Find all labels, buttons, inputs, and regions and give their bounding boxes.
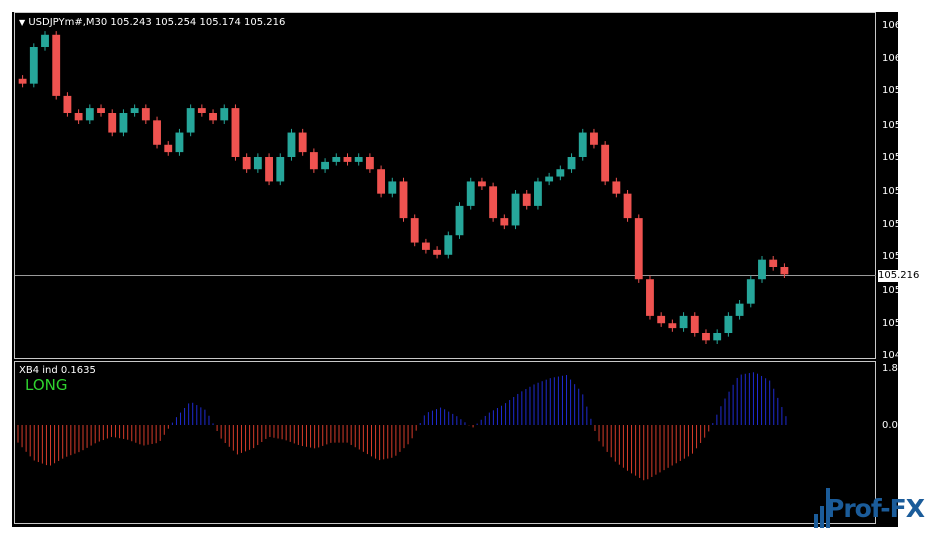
watermark-text: Prof-FX xyxy=(826,494,925,523)
candle-body xyxy=(74,113,83,121)
symbol-info: USDJPYm#,M30 105.243 105.254 105.174 105… xyxy=(28,17,286,28)
price-tick: 105.700 xyxy=(882,152,924,163)
price-tick: 105.025 xyxy=(882,318,924,329)
candle-body xyxy=(421,242,430,250)
candle-body xyxy=(410,218,419,243)
candle-body xyxy=(769,259,778,267)
candle-body xyxy=(276,157,285,182)
candle-body xyxy=(52,34,61,96)
candle-body xyxy=(433,249,442,255)
current-price-line xyxy=(15,275,876,276)
candle-body xyxy=(119,113,128,133)
candle-body xyxy=(489,186,498,219)
candle-body xyxy=(590,132,598,145)
watermark-logo: Prof-FX xyxy=(808,484,936,534)
candle-body xyxy=(758,259,766,280)
candle-body xyxy=(321,161,330,170)
price-axis[interactable] xyxy=(876,12,898,527)
candle-body xyxy=(18,78,27,84)
price-tick: 106.105 xyxy=(882,53,924,64)
price-tick: 105.565 xyxy=(882,186,924,197)
price-chart-pane[interactable]: ▼ USDJPYm#,M30 105.243 105.254 105.174 1… xyxy=(14,12,876,359)
price-tick: 105.295 xyxy=(882,251,924,262)
candle-body xyxy=(298,132,307,153)
candle-body xyxy=(500,218,509,226)
candle-body xyxy=(477,181,486,187)
chart-icon xyxy=(814,488,830,528)
candle-body xyxy=(724,315,733,333)
price-tick: 105.430 xyxy=(882,219,924,230)
candle-body xyxy=(702,333,710,341)
candle-body xyxy=(41,34,49,47)
candle-body xyxy=(141,108,150,121)
candle-body xyxy=(679,315,688,329)
indicator-pane[interactable]: XB4 ind 0.1635 LONG xyxy=(14,361,876,524)
candle-body xyxy=(97,108,105,113)
candle-body xyxy=(265,157,273,182)
candle-body xyxy=(444,235,453,255)
candle-body xyxy=(153,120,161,145)
candle-body xyxy=(186,108,195,133)
symbol-header[interactable]: ▼ USDJPYm#,M30 105.243 105.254 105.174 1… xyxy=(19,17,285,28)
price-tick: 106.240 xyxy=(882,20,924,31)
candle-body xyxy=(365,157,374,170)
candle-body xyxy=(545,176,554,182)
candle-body xyxy=(242,157,251,170)
candle-body xyxy=(455,205,464,236)
candle-body xyxy=(164,144,173,153)
candle-body xyxy=(601,144,610,182)
candle-body xyxy=(85,108,94,121)
signal-label: LONG xyxy=(25,376,68,394)
indicator-max-tick: 1.8017 xyxy=(882,363,917,374)
candle-body xyxy=(522,193,531,206)
candle-body xyxy=(343,157,352,162)
candle-body xyxy=(399,181,408,219)
candle-body xyxy=(735,303,744,316)
candle-body xyxy=(130,108,139,113)
candle-body xyxy=(657,315,666,324)
candle-body xyxy=(511,193,520,226)
candle-body xyxy=(231,108,240,157)
candle-body xyxy=(209,113,217,121)
candle-body xyxy=(377,169,386,194)
price-tick: 104.890 xyxy=(882,350,924,361)
candle-body xyxy=(567,157,576,170)
candle-body xyxy=(668,323,677,329)
candle-body xyxy=(253,157,262,170)
candle-body xyxy=(780,267,789,275)
candle-body xyxy=(197,108,206,113)
price-tick: 105.835 xyxy=(882,120,924,131)
candle-body xyxy=(354,157,363,162)
candle-body xyxy=(623,193,632,219)
indicator-title: XB4 ind 0.1635 xyxy=(19,365,96,376)
candle-body xyxy=(466,181,475,206)
price-tick: 105.160 xyxy=(882,285,924,296)
candle-body xyxy=(612,181,621,194)
candle-body xyxy=(578,132,587,157)
candle-body xyxy=(332,157,341,162)
candle-body xyxy=(29,47,38,84)
candle-body xyxy=(690,315,699,333)
current-price-label: 105.216 xyxy=(878,270,920,282)
candle-body xyxy=(534,181,542,206)
candle-body xyxy=(713,333,722,341)
candle-body xyxy=(175,132,184,153)
candle-body xyxy=(556,169,565,177)
dropdown-triangle-icon[interactable]: ▼ xyxy=(19,18,26,27)
candle-body xyxy=(646,279,654,316)
candle-body xyxy=(108,113,117,133)
indicator-zero-tick: 0.00 xyxy=(882,420,905,431)
candle-body xyxy=(287,132,296,157)
candle-body xyxy=(634,218,643,280)
price-tick: 105.970 xyxy=(882,85,924,96)
candle-body xyxy=(309,152,318,170)
candle-body xyxy=(388,181,397,194)
candle-body xyxy=(63,95,72,113)
candle-body xyxy=(220,108,229,121)
candle-body xyxy=(746,279,755,304)
